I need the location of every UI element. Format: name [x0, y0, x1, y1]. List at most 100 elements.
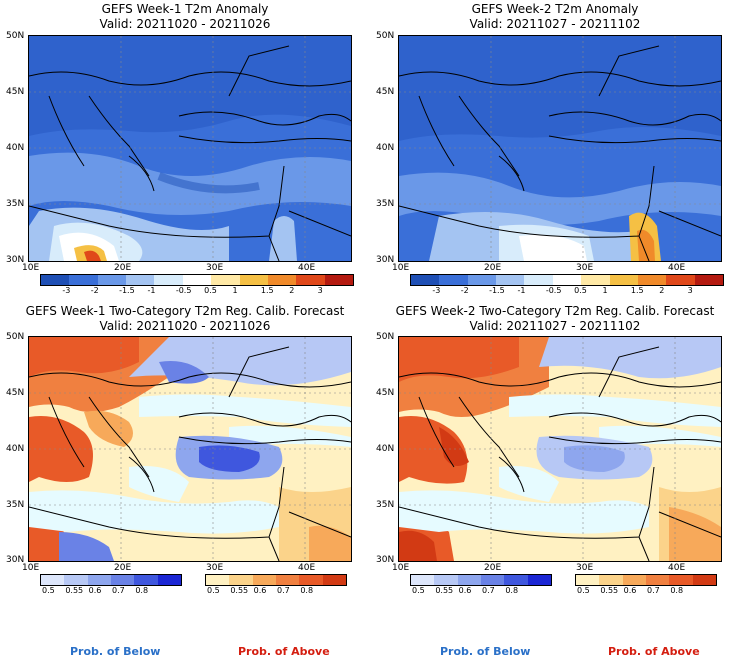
- colorbar-swatch: [496, 275, 525, 285]
- colorbar-label: 0.8: [505, 586, 519, 595]
- anomaly-colorbar-labels: -3 -2 -1.5 -1 -0.5 0.5 1 1.5 2 3: [40, 286, 352, 296]
- anomaly-colorbar: [40, 274, 354, 286]
- panel-title: GEFS Week-2 Two-Category T2m Reg. Calib.…: [395, 304, 715, 318]
- lon-label: 40E: [298, 563, 316, 573]
- above-colorbar-labels: 0.5 0.55 0.6 0.7 0.8: [575, 586, 715, 596]
- colorbar-label: -0.5: [175, 286, 192, 295]
- colorbar-label: 0.55: [65, 586, 84, 595]
- colorbar-label: 0.7: [112, 586, 125, 595]
- lat-label: 30N: [6, 255, 25, 265]
- colorbar-swatch: [182, 275, 212, 285]
- below-colorbar-labels: 0.5 0.55 0.6 0.7 0.8: [410, 586, 550, 596]
- lat-label: 40N: [376, 444, 395, 454]
- lat-label: 30N: [376, 255, 395, 265]
- colorbar-label: 0.8: [135, 586, 149, 595]
- colorbar-swatch: [322, 575, 346, 585]
- colorbar-swatch: [666, 275, 695, 285]
- colorbar-swatch: [581, 275, 610, 285]
- lat-label: 40N: [376, 143, 395, 153]
- lat-label: 35N: [376, 199, 395, 209]
- lon-label: 10E: [392, 263, 410, 273]
- lon-label: 30E: [576, 263, 594, 273]
- lon-label: 10E: [22, 563, 40, 573]
- colorbar-swatch: [87, 575, 111, 585]
- colorbar-label: 0.6: [88, 586, 102, 595]
- colorbar-swatch: [434, 575, 458, 585]
- colorbar-swatch: [524, 275, 553, 285]
- colorbar-label: -2: [90, 286, 99, 295]
- colorbar-label: 3: [317, 286, 323, 295]
- colorbar-label: 1: [602, 286, 608, 295]
- colorbar-swatch: [439, 275, 468, 285]
- colorbar-label: 1.5: [630, 286, 644, 295]
- anomaly-colorbar-labels: -3 -2 -1.5 -1 -0.5 0.5 1 1.5 2 3: [410, 286, 722, 296]
- colorbar-swatch: [504, 575, 528, 585]
- colorbar-swatch: [206, 575, 230, 585]
- colorbar-label: 0.6: [623, 586, 637, 595]
- colorbar-label: 0.7: [647, 586, 660, 595]
- above-colorbar: [205, 574, 347, 586]
- lat-label: 30N: [6, 555, 25, 565]
- colorbar-label: -3: [432, 286, 441, 295]
- lat-label: 45N: [6, 388, 25, 398]
- panel-title: GEFS Week-1 Two-Category T2m Reg. Calib.…: [25, 304, 345, 318]
- lat-label: 50N: [376, 31, 395, 41]
- lon-label: 40E: [668, 563, 686, 573]
- colorbar-label: 0.5: [204, 286, 217, 295]
- lat-label: 45N: [376, 87, 395, 97]
- colorbar-swatch: [296, 275, 325, 285]
- colorbar-label: 0.6: [253, 586, 267, 595]
- colorbar-swatch: [41, 275, 70, 285]
- colorbar-swatch: [324, 275, 353, 285]
- colorbar-swatch: [669, 575, 693, 585]
- colorbar-swatch: [299, 575, 323, 585]
- panel-week2-probability: GEFS Week-2 Two-Category T2m Reg. Calib.…: [370, 300, 740, 600]
- colorbar-swatch: [694, 275, 723, 285]
- colorbar-swatch: [239, 275, 268, 285]
- colorbar-swatch: [267, 275, 297, 285]
- colorbar-label: 0.7: [482, 586, 495, 595]
- colorbar-label: 0.5: [42, 586, 55, 595]
- colorbar-label: -3: [62, 286, 71, 295]
- panel-week1-probability: GEFS Week-1 Two-Category T2m Reg. Calib.…: [0, 300, 370, 600]
- colorbar-swatch: [411, 575, 435, 585]
- lat-label: 40N: [6, 143, 25, 153]
- panel-valid-range: Valid: 20211020 - 20211026: [99, 17, 271, 31]
- colorbar-swatch: [637, 275, 667, 285]
- colorbar-label: 0.5: [577, 586, 590, 595]
- colorbar-label: 1: [232, 286, 238, 295]
- lon-label: 10E: [22, 263, 40, 273]
- colorbar-label: 0.7: [277, 586, 290, 595]
- below-colorbar-labels: 0.5 0.55 0.6 0.7 0.8: [40, 586, 180, 596]
- colorbar-swatch: [692, 575, 716, 585]
- legend-above-label: Prob. of Above: [238, 645, 330, 658]
- above-colorbar: [575, 574, 717, 586]
- lat-label: 35N: [6, 500, 25, 510]
- below-colorbar: [40, 574, 182, 586]
- colorbar-swatch: [645, 575, 670, 585]
- colorbar-swatch: [622, 575, 646, 585]
- lat-label: 45N: [376, 388, 395, 398]
- colorbar-label: 0.5: [412, 586, 425, 595]
- colorbar-label: 2: [659, 286, 665, 295]
- colorbar-label: 2: [289, 286, 295, 295]
- lon-label: 20E: [114, 563, 132, 573]
- colorbar-label: 0.5: [207, 586, 220, 595]
- colorbar-label: 3: [687, 286, 693, 295]
- colorbar-label: 0.6: [458, 586, 472, 595]
- lat-label: 35N: [6, 199, 25, 209]
- colorbar-swatch: [126, 275, 155, 285]
- lat-label: 50N: [376, 332, 395, 342]
- colorbar-label: 0.8: [300, 586, 314, 595]
- panel-title: GEFS Week-2 T2m Anomaly: [471, 2, 639, 16]
- colorbar-label: 0.5: [574, 286, 587, 295]
- colorbar-label: 1.5: [260, 286, 274, 295]
- lon-label: 20E: [114, 263, 132, 273]
- above-colorbar-labels: 0.5 0.55 0.6 0.7 0.8: [205, 586, 345, 596]
- colorbar-label: 0.55: [600, 586, 619, 595]
- legend-below-label: Prob. of Below: [70, 645, 161, 658]
- below-colorbar: [410, 574, 552, 586]
- colorbar-swatch: [229, 575, 253, 585]
- lon-label: 30E: [206, 263, 224, 273]
- colorbar-swatch: [480, 575, 505, 585]
